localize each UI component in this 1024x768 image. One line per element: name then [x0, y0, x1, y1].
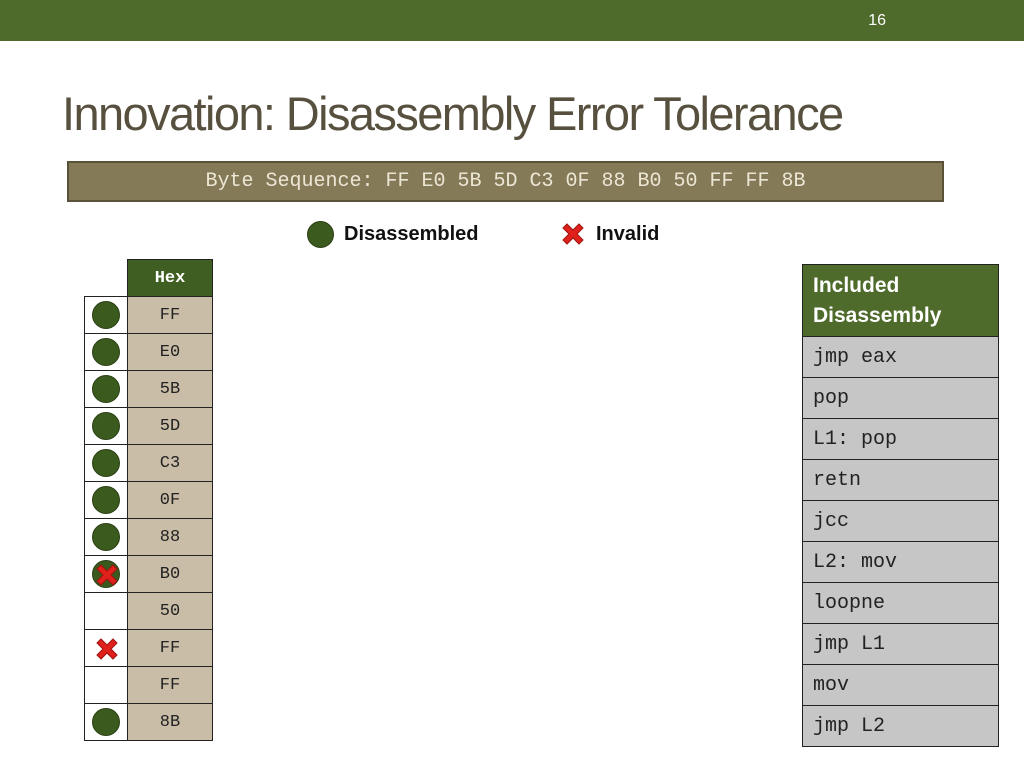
hex-status-cell — [84, 592, 128, 630]
hex-status-cell — [84, 629, 128, 667]
hex-value-cell: 0F — [127, 481, 213, 519]
hex-row: 5D — [84, 407, 213, 445]
hex-table: Hex FF E0 5B 5D C3 0F 88 B0 50 FF FF 8B — [84, 259, 213, 741]
green-dot-icon — [92, 301, 120, 329]
disassembly-instruction: jmp eax — [802, 336, 999, 378]
hex-row: 0F — [84, 481, 213, 519]
disassembly-row: retn — [802, 459, 999, 501]
disassembly-row: loopne — [802, 582, 999, 624]
red-x-icon — [562, 223, 584, 245]
disassembly-instruction: mov — [802, 664, 999, 706]
disassembly-row: mov — [802, 664, 999, 706]
legend-invalid-label: Invalid — [596, 222, 660, 245]
hex-row: 50 — [84, 592, 213, 630]
red-x-icon — [96, 638, 118, 660]
disassembly-instruction: pop — [802, 377, 999, 419]
hex-status-cell — [84, 518, 128, 556]
slide-number: 16 — [868, 12, 886, 29]
disassembly-column-header: Included Disassembly — [802, 264, 999, 337]
hex-header-row: Hex — [85, 259, 213, 297]
green-dot-icon — [92, 708, 120, 736]
legend-disassembled-label: Disassembled — [344, 222, 479, 245]
disassembly-header-row: Included Disassembly — [802, 264, 999, 337]
green-dot-icon — [92, 338, 120, 366]
hex-row: 8B — [84, 703, 213, 741]
disassembly-table: Included Disassembly jmp eax pop L1: pop re… — [802, 264, 999, 747]
hex-corner-cell — [85, 260, 128, 297]
hex-status-cell — [84, 444, 128, 482]
hex-value-cell: 8B — [127, 703, 213, 741]
disassembly-instruction: jcc — [802, 500, 999, 542]
green-dot-icon — [92, 486, 120, 514]
green-dot-icon — [92, 449, 120, 477]
hex-row: 88 — [84, 518, 213, 556]
top-bar: 16 — [0, 0, 1024, 41]
hex-status-cell — [84, 481, 128, 519]
disassembly-row: jmp L1 — [802, 623, 999, 665]
disassembly-row: jcc — [802, 500, 999, 542]
legend-invalid: Invalid — [560, 221, 659, 247]
green-dot-icon — [92, 523, 120, 551]
hex-row: FF — [84, 629, 213, 667]
hex-status-cell — [84, 296, 128, 334]
hex-value-cell: E0 — [127, 333, 213, 371]
hex-value-cell: FF — [127, 629, 213, 667]
hex-status-cell — [84, 703, 128, 741]
disassembly-instruction: retn — [802, 459, 999, 501]
hex-row: E0 — [84, 333, 213, 371]
green-dot-icon — [92, 560, 120, 588]
hex-value-cell: FF — [127, 296, 213, 334]
disassembly-instruction: loopne — [802, 582, 999, 624]
hex-status-cell — [84, 666, 128, 704]
red-x-icon — [96, 564, 118, 586]
hex-value-cell: 50 — [127, 592, 213, 630]
hex-value-cell: C3 — [127, 444, 213, 482]
hex-value-cell: FF — [127, 666, 213, 704]
hex-value-cell: 88 — [127, 518, 213, 556]
hex-value-cell: 5B — [127, 370, 213, 408]
green-dot-icon — [307, 220, 334, 248]
green-dot-icon — [92, 375, 120, 403]
disassembly-instruction: L2: mov — [802, 541, 999, 583]
disassembly-instruction: jmp L2 — [802, 705, 999, 747]
hex-row: 5B — [84, 370, 213, 408]
byte-sequence-box: Byte Sequence: FF E0 5B 5D C3 0F 88 B0 5… — [67, 161, 944, 202]
hex-row: C3 — [84, 444, 213, 482]
disassembly-row: jmp eax — [802, 336, 999, 378]
hex-value-cell: 5D — [127, 407, 213, 445]
hex-value-cell: B0 — [127, 555, 213, 593]
hex-status-cell — [84, 555, 128, 593]
hex-status-cell — [84, 407, 128, 445]
disassembly-row: jmp L2 — [802, 705, 999, 747]
disassembly-row: pop — [802, 377, 999, 419]
hex-status-cell — [84, 333, 128, 371]
disassembly-row: L2: mov — [802, 541, 999, 583]
hex-column-header: Hex — [127, 259, 213, 297]
green-dot-icon — [92, 412, 120, 440]
disassembly-row: L1: pop — [802, 418, 999, 460]
slide-title: Innovation: Disassembly Error Tolerance — [62, 87, 844, 140]
hex-row: FF — [84, 666, 213, 704]
disassembly-instruction: jmp L1 — [802, 623, 999, 665]
hex-row: FF — [84, 296, 213, 334]
legend-disassembled: Disassembled — [307, 220, 479, 248]
hex-row: B0 — [84, 555, 213, 593]
disassembly-instruction: L1: pop — [802, 418, 999, 460]
hex-status-cell — [84, 370, 128, 408]
